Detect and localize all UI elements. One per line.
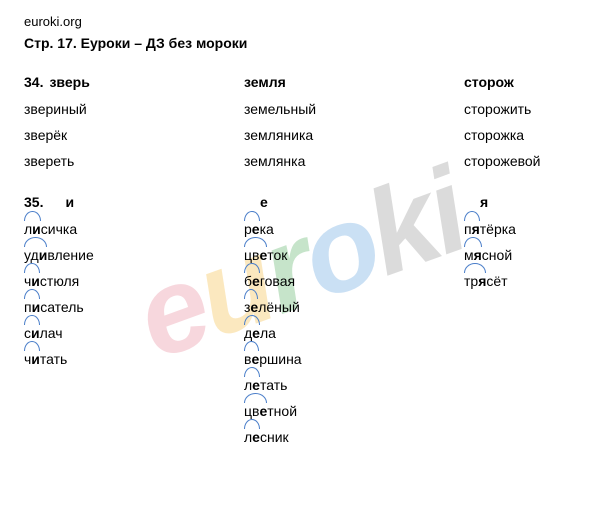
highlighted-letter: и [31, 325, 40, 341]
word-prefix: с [24, 325, 31, 341]
root-arc [464, 237, 482, 247]
word: лесник [244, 425, 464, 451]
word: зверёк [24, 123, 244, 149]
word: лисичка [24, 217, 244, 243]
word: цветок [244, 243, 464, 269]
word-suffix: стюля [40, 273, 79, 289]
root-arc [24, 315, 40, 325]
word-suffix: вление [47, 247, 93, 263]
head-word: зверь [49, 74, 89, 90]
word-prefix: тр [464, 273, 478, 289]
word: землянка [244, 149, 464, 175]
word: зелёный [244, 295, 464, 321]
word-suffix: тной [267, 403, 297, 419]
word: силач [24, 321, 244, 347]
word: река [244, 217, 464, 243]
word-prefix: м [464, 247, 474, 263]
word-suffix: ла [260, 325, 276, 341]
word: звереть [24, 149, 244, 175]
word: дела [244, 321, 464, 347]
word-prefix: б [244, 273, 252, 289]
exercise-number: 35. [24, 191, 43, 213]
head-word: сторож [464, 71, 584, 93]
word: трясёт [464, 269, 584, 295]
highlighted-letter: е [251, 351, 259, 367]
word-suffix: тёрка [480, 221, 516, 237]
word: земельный [244, 97, 464, 123]
word: сторожить [464, 97, 584, 123]
letter-head: я [480, 191, 584, 213]
highlighted-letter: е [252, 377, 260, 393]
word-prefix: цв [244, 247, 259, 263]
word-prefix: п [24, 299, 32, 315]
highlighted-letter: и [39, 247, 48, 263]
highlighted-letter: е [259, 247, 267, 263]
letter-head: и [65, 194, 74, 210]
highlighted-letter: и [32, 299, 41, 315]
highlighted-letter: я [478, 273, 486, 289]
root-arc [244, 211, 260, 221]
page-title: Стр. 17. Еуроки – ДЗ без мороки [24, 35, 576, 51]
word-suffix: тать [260, 377, 287, 393]
word: сторожевой [464, 149, 584, 175]
word-prefix: л [244, 377, 252, 393]
word-suffix: сёт [486, 273, 507, 289]
word-suffix: сатель [40, 299, 84, 315]
highlighted-letter: е [252, 325, 260, 341]
highlighted-letter: е [252, 273, 260, 289]
highlighted-letter: и [31, 351, 40, 367]
head-word: земля [244, 71, 464, 93]
root-arc [24, 211, 41, 221]
site-url: euroki.org [24, 14, 576, 29]
word: читать [24, 347, 244, 373]
word: сторожка [464, 123, 584, 149]
highlighted-letter: е [259, 403, 267, 419]
word-prefix: уд [24, 247, 39, 263]
word-suffix: ршина [259, 351, 301, 367]
word-suffix: сник [260, 429, 289, 445]
root-arc [244, 263, 260, 273]
word: чистюля [24, 269, 244, 295]
highlighted-letter: е [252, 429, 260, 445]
word-suffix: тать [40, 351, 67, 367]
exercise-number: 34. [24, 71, 43, 93]
word-suffix: сичка [41, 221, 77, 237]
word-prefix: цв [244, 403, 259, 419]
word-prefix: п [464, 221, 472, 237]
letter-head: е [260, 191, 464, 213]
word-prefix: л [24, 221, 32, 237]
word-prefix: л [244, 429, 252, 445]
word-suffix: ток [267, 247, 287, 263]
word: пятёрка [464, 217, 584, 243]
word: беговая [244, 269, 464, 295]
highlighted-letter: е [250, 299, 258, 315]
word: летать [244, 373, 464, 399]
highlighted-letter: и [32, 221, 41, 237]
exercise-35: 35.и лисичкаудивлениечистюляписательсила… [24, 191, 576, 450]
word: цветной [244, 399, 464, 425]
word-suffix: ка [260, 221, 274, 237]
exercise-34: 34. зверь звериный зверёк звереть земля з… [24, 71, 576, 175]
highlighted-letter: е [252, 221, 260, 237]
highlighted-letter: и [31, 273, 40, 289]
word: вершина [244, 347, 464, 373]
word: звериный [24, 97, 244, 123]
word-suffix: лач [40, 325, 63, 341]
highlighted-letter: я [474, 247, 482, 263]
root-arc [464, 211, 480, 221]
word-suffix: лёный [258, 299, 300, 315]
word: удивление [24, 243, 244, 269]
word-suffix: говая [260, 273, 295, 289]
word: земляника [244, 123, 464, 149]
highlighted-letter: я [472, 221, 480, 237]
word-suffix: сной [482, 247, 512, 263]
word: писатель [24, 295, 244, 321]
word-prefix: д [244, 325, 252, 341]
word-prefix: р [244, 221, 252, 237]
